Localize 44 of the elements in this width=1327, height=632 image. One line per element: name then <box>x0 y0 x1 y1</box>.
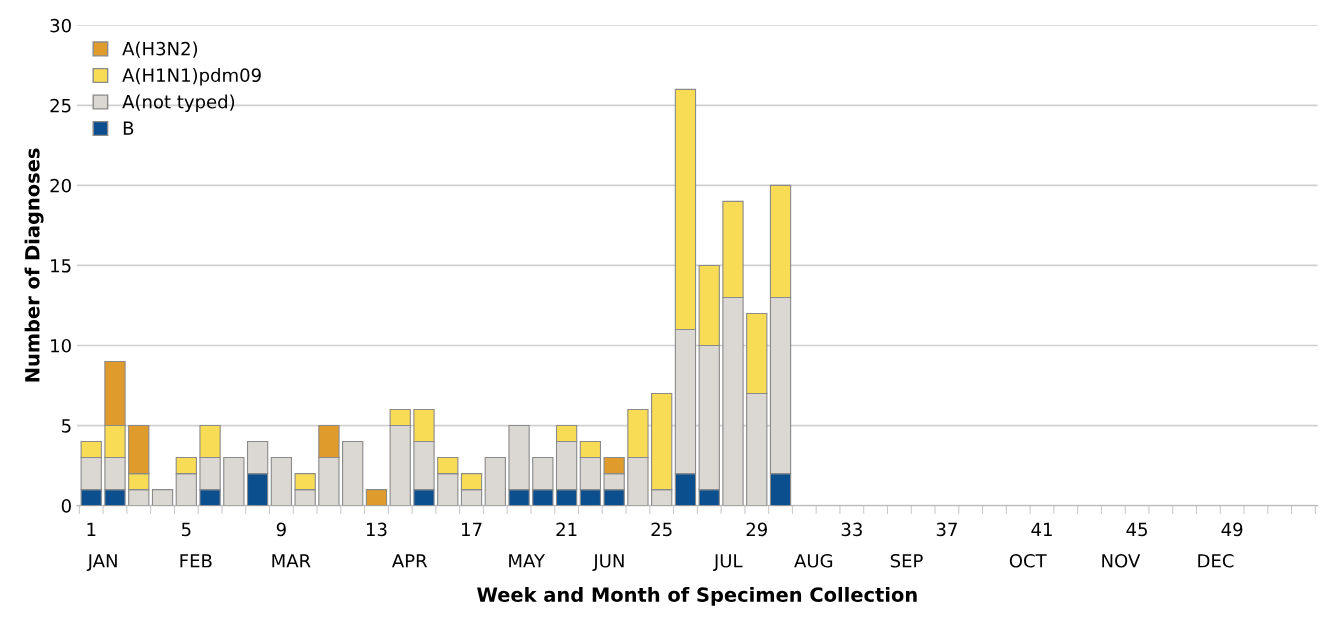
text: JUN <box>592 554 624 571</box>
x-tick-label: 13 <box>366 522 387 537</box>
x-tick-label: 41 <box>1031 522 1052 536</box>
text: MAY <box>509 554 546 568</box>
text: DEC <box>1198 553 1234 568</box>
x-tick-label: 25 <box>651 522 672 537</box>
y-tick-label: 5 <box>62 419 71 433</box>
bar <box>365 489 388 506</box>
y-axis-title: Number of Diagnoses <box>24 148 44 382</box>
x-tick-label: 9 <box>276 522 286 537</box>
legend-label: B <box>123 121 134 135</box>
y-tick-label: 30 <box>50 18 71 33</box>
x-tick-label: 1 <box>87 522 96 536</box>
y-tick-label: 10 <box>51 338 71 353</box>
x-tick-label: 45 <box>1126 522 1147 537</box>
x-tick-label: 5 <box>181 522 191 537</box>
bar <box>342 441 364 506</box>
legend-label: A(not typed) <box>122 94 235 113</box>
x-axis-title: Week and Month of Specimen Collection <box>477 586 917 606</box>
text: APR <box>391 554 428 568</box>
x-tick-label: 49 <box>1221 522 1243 537</box>
bar <box>270 457 293 506</box>
text: OCT <box>1009 553 1047 568</box>
legend-label: A(H3N2) <box>122 41 198 58</box>
text: MAR <box>272 554 311 568</box>
x-tick-label: 33 <box>841 522 862 537</box>
text: JUL <box>713 554 743 571</box>
text: FEB <box>180 554 212 568</box>
y-tick-label: 0 <box>61 499 71 513</box>
text: SEP <box>890 553 923 568</box>
text: AUG <box>794 553 833 568</box>
bar <box>223 457 245 506</box>
bar <box>151 489 174 506</box>
y-tick-label: 15 <box>51 259 71 273</box>
bar <box>484 457 506 506</box>
x-tick-label: 21 <box>556 522 577 536</box>
x-tick-label: 29 <box>746 522 767 537</box>
x-tick-label: 37 <box>936 522 957 537</box>
text: NOV <box>1102 553 1141 568</box>
text: JAN <box>86 554 117 571</box>
y-tick-label: 25 <box>50 98 71 113</box>
x-tick-label: 17 <box>462 522 482 536</box>
legend-label: A(H1N1)pdm09 <box>122 68 261 86</box>
y-tick-label: 20 <box>50 178 71 193</box>
